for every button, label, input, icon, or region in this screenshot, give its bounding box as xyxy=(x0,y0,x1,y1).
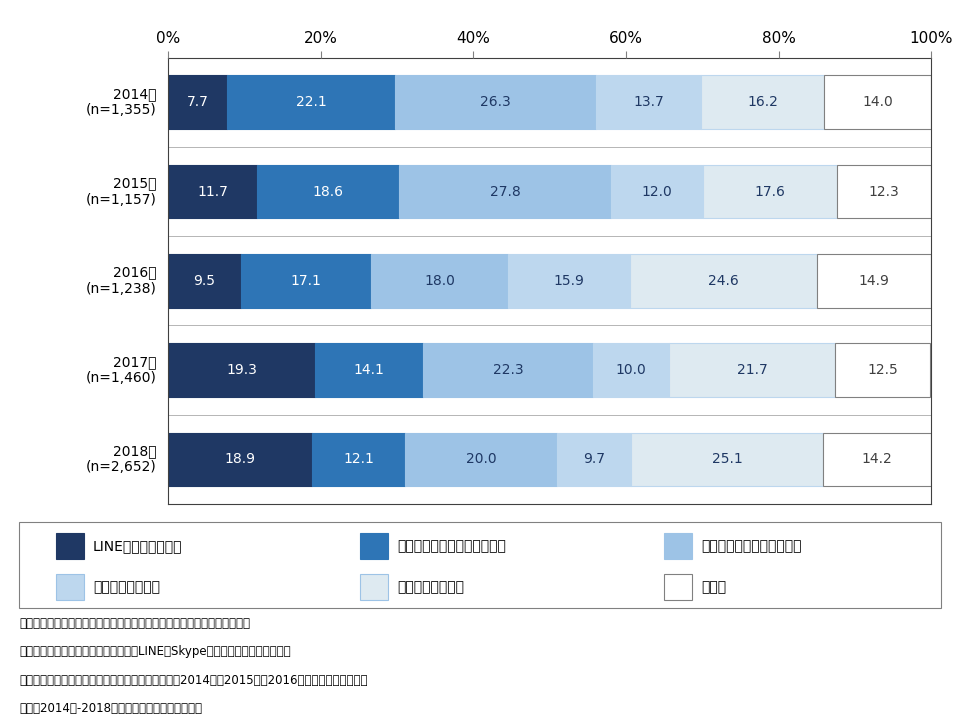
Bar xyxy=(399,165,612,218)
FancyBboxPatch shape xyxy=(664,574,692,600)
Bar xyxy=(315,343,423,397)
Text: 15.9: 15.9 xyxy=(554,274,585,288)
Bar xyxy=(168,433,312,486)
FancyBboxPatch shape xyxy=(360,534,388,559)
Bar xyxy=(404,433,557,486)
Text: 16.2: 16.2 xyxy=(747,95,778,109)
Bar xyxy=(612,165,703,218)
Text: 11.7: 11.7 xyxy=(197,184,228,199)
Text: 17.1: 17.1 xyxy=(290,274,322,288)
Bar xyxy=(396,76,596,129)
Text: 22.3: 22.3 xyxy=(492,363,523,377)
Text: 19.3: 19.3 xyxy=(227,363,257,377)
Bar xyxy=(630,254,818,307)
Text: スマホ・ケータイでの通話: スマホ・ケータイでの通話 xyxy=(701,539,802,553)
Text: 20.0: 20.0 xyxy=(466,452,496,467)
FancyBboxPatch shape xyxy=(19,522,941,608)
FancyBboxPatch shape xyxy=(56,534,84,559)
Text: 26.3: 26.3 xyxy=(480,95,511,109)
Text: 9.5: 9.5 xyxy=(193,274,215,288)
Bar xyxy=(818,254,931,307)
Text: 18.0: 18.0 xyxy=(424,274,455,288)
Text: 9.7: 9.7 xyxy=(584,452,605,467)
FancyBboxPatch shape xyxy=(664,534,692,559)
Bar xyxy=(593,343,669,397)
Text: 12.1: 12.1 xyxy=(343,452,373,467)
Text: 14.0: 14.0 xyxy=(862,95,893,109)
Text: 7.7: 7.7 xyxy=(186,95,208,109)
Text: その他: その他 xyxy=(701,580,727,594)
Bar xyxy=(168,254,241,307)
Text: 22.1: 22.1 xyxy=(296,95,326,109)
Bar xyxy=(371,254,509,307)
Bar xyxy=(837,165,931,218)
Bar xyxy=(423,343,593,397)
Bar xyxy=(825,76,931,129)
Text: 注１：スマホ・ケータイ所有者で、それぞれの連絡相手がいる人が回答。: 注１：スマホ・ケータイ所有者で、それぞれの連絡相手がいる人が回答。 xyxy=(19,618,251,631)
Text: 12.5: 12.5 xyxy=(868,363,899,377)
Bar xyxy=(227,76,396,129)
Bar xyxy=(168,165,257,218)
Bar xyxy=(241,254,371,307)
Text: 固定電話での通話: 固定電話での通話 xyxy=(93,580,160,594)
Bar xyxy=(701,76,825,129)
Text: 14.2: 14.2 xyxy=(862,452,893,467)
Text: 12.0: 12.0 xyxy=(642,184,673,199)
Text: 12.3: 12.3 xyxy=(869,184,900,199)
Text: 18.6: 18.6 xyxy=(313,184,344,199)
Bar xyxy=(632,433,823,486)
FancyBboxPatch shape xyxy=(360,574,388,600)
Bar xyxy=(703,165,837,218)
Bar xyxy=(823,433,931,486)
Text: 10.0: 10.0 xyxy=(616,363,647,377)
Text: LINEでのメッセージ: LINEでのメッセージ xyxy=(93,539,182,553)
Bar xyxy=(168,76,227,129)
Text: 18.9: 18.9 xyxy=(225,452,255,467)
FancyBboxPatch shape xyxy=(56,574,84,600)
Bar xyxy=(557,433,632,486)
Text: 14.9: 14.9 xyxy=(859,274,890,288)
Text: 14.1: 14.1 xyxy=(353,363,385,377)
Text: 25.1: 25.1 xyxy=(711,452,742,467)
Bar xyxy=(509,254,630,307)
Text: 注３：「その他」は「パソコンを用いたメール」と2014年、2015年、2016年は「手紙」を含む。: 注３：「その他」は「パソコンを用いたメール」と2014年、2015年、2016年… xyxy=(19,674,368,687)
Bar xyxy=(257,165,399,218)
Text: スマホ・ケータイでのメール: スマホ・ケータイでのメール xyxy=(397,539,506,553)
Bar xyxy=(596,76,701,129)
Bar xyxy=(835,343,930,397)
Text: 24.6: 24.6 xyxy=(708,274,739,288)
Text: 13.7: 13.7 xyxy=(633,95,663,109)
Text: 27.8: 27.8 xyxy=(490,184,520,199)
Text: 出所：2014年-2018年一般向けモバイル動向調査: 出所：2014年-2018年一般向けモバイル動向調査 xyxy=(19,701,203,715)
Text: 直接会って伝える: 直接会って伝える xyxy=(397,580,464,594)
Bar xyxy=(669,343,835,397)
Text: 21.7: 21.7 xyxy=(737,363,768,377)
Bar xyxy=(168,343,315,397)
Text: 注２：スマホ・ケータイでの通話は、LINEやSkypeなどを用いた通話も含む。: 注２：スマホ・ケータイでの通話は、LINEやSkypeなどを用いた通話も含む。 xyxy=(19,645,291,659)
Bar xyxy=(312,433,404,486)
Text: 17.6: 17.6 xyxy=(755,184,785,199)
